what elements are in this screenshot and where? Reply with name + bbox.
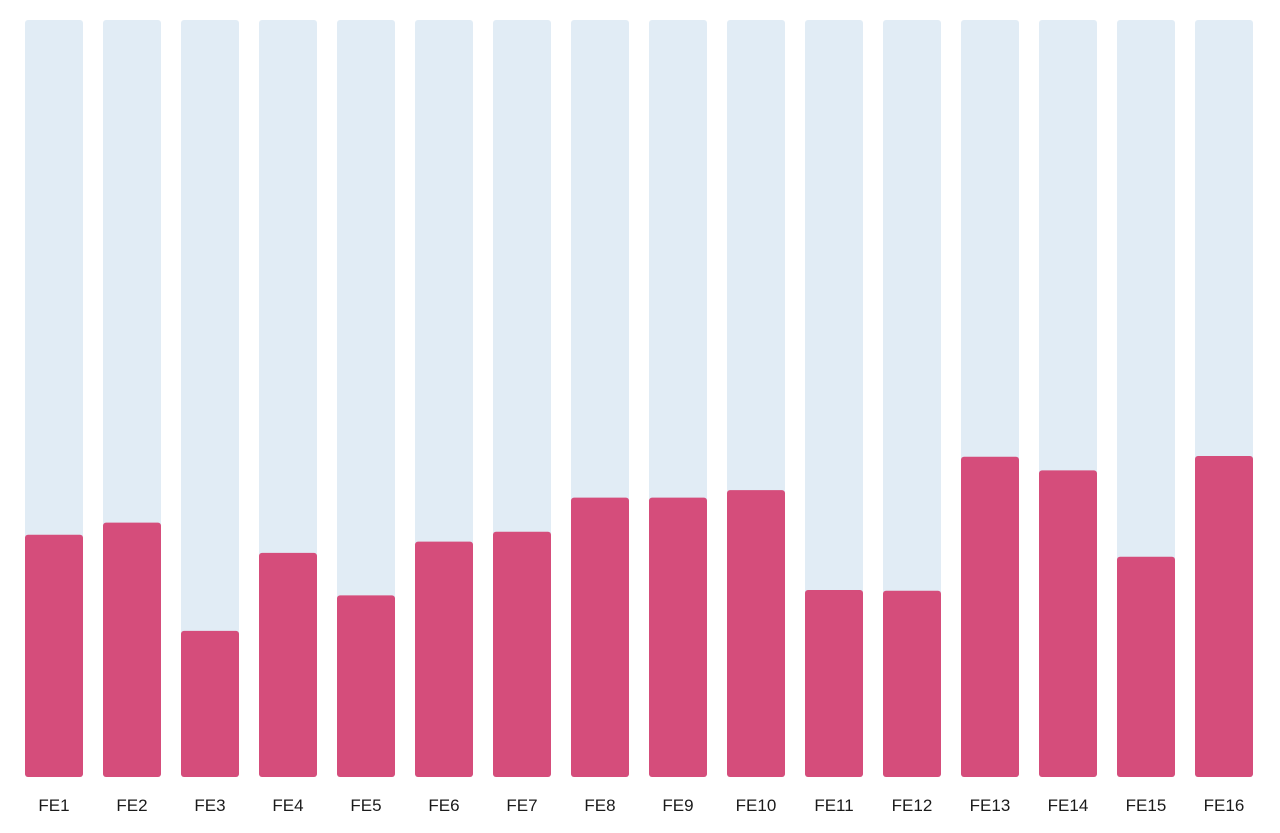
bar-fe10 [727,490,785,777]
x-tick-label-fe13: FE13 [970,796,1011,815]
bars-group [25,20,1253,777]
bar-track-fe12 [883,20,941,777]
bar-fe4 [259,552,317,777]
bar-fe14 [1039,470,1097,777]
x-tick-label-fe6: FE6 [428,796,459,815]
bar-fe12 [883,590,941,777]
bar-fe3 [181,630,239,777]
bar-track-fe5 [337,20,395,777]
bar-fe15 [1117,556,1175,777]
bar-track-fe3 [181,20,239,777]
bar-fe2 [103,522,161,777]
bar-fe1 [25,534,83,777]
x-tick-label-fe3: FE3 [194,796,225,815]
x-tick-label-fe16: FE16 [1204,796,1245,815]
bar-fe11 [805,590,863,777]
x-tick-label-fe15: FE15 [1126,796,1167,815]
x-tick-label-fe14: FE14 [1048,796,1089,815]
bar-fe13 [961,456,1019,777]
x-tick-label-fe7: FE7 [506,796,537,815]
x-tick-label-fe9: FE9 [662,796,693,815]
bar-fe5 [337,595,395,777]
bar-track-fe11 [805,20,863,777]
bar-fe16 [1195,456,1253,777]
x-tick-labels: FE1 FE2 FE3 FE4 FE5 FE6 FE7 FE8 FE9 FE10 FE11 FE12 F… [38,796,1244,815]
x-tick-label-fe2: FE2 [116,796,147,815]
x-tick-label-fe8: FE8 [584,796,615,815]
bar-fe7 [493,531,551,777]
x-tick-label-fe5: FE5 [350,796,381,815]
x-tick-label-fe12: FE12 [892,796,933,815]
x-tick-label-fe4: FE4 [272,796,303,815]
x-tick-label-fe11: FE11 [814,796,853,815]
bar-fe9 [649,497,707,777]
x-tick-label-fe1: FE1 [38,796,69,815]
bar-fe8 [571,497,629,777]
x-tick-label-fe10: FE10 [736,796,777,815]
bar-fe6 [415,541,473,777]
